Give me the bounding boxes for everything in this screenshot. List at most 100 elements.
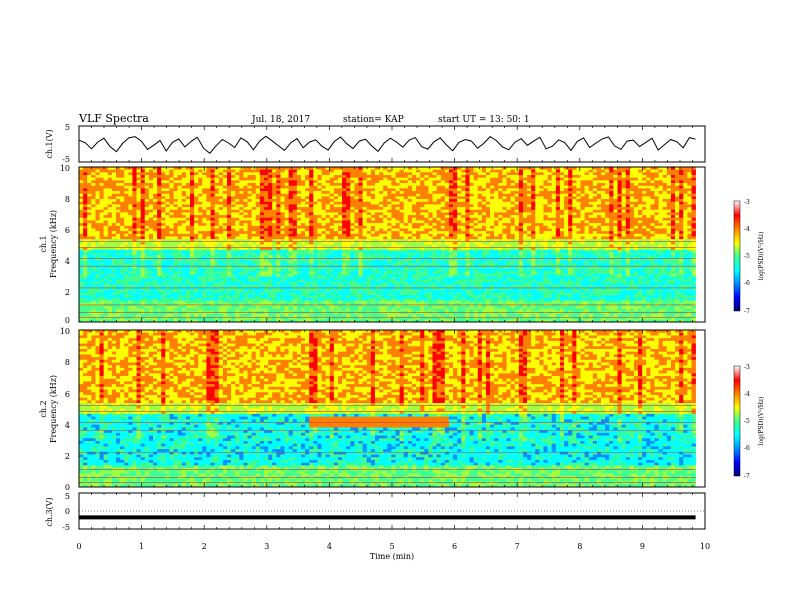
spectrogram-cell xyxy=(350,207,355,211)
spectrogram-cell xyxy=(140,284,146,288)
spectrogram-cell xyxy=(403,204,409,208)
spectrogram-cell xyxy=(214,289,220,293)
spectrogram-cell xyxy=(95,252,100,256)
spectrogram-cell xyxy=(152,316,158,320)
spectrogram-cell xyxy=(309,188,314,192)
spectrogram-cell xyxy=(95,207,100,211)
spectrogram-cell xyxy=(140,223,146,227)
spectrogram-cell xyxy=(276,175,281,178)
spectrogram-cell xyxy=(284,204,289,208)
spectrogram-cell xyxy=(354,239,359,243)
spectrogram-cell xyxy=(132,308,137,312)
spectrogram-cell xyxy=(325,201,331,205)
spectrogram-cell xyxy=(300,167,306,170)
spectrogram-cell xyxy=(226,185,232,189)
spectrogram-cell xyxy=(370,185,376,189)
spectrogram-cell xyxy=(346,199,351,203)
spectrogram-cell xyxy=(259,316,265,320)
spectrogram-cell xyxy=(107,191,113,195)
spectrogram-cell xyxy=(124,199,129,203)
spectrogram-cell xyxy=(296,188,302,192)
spectrogram-cell xyxy=(391,201,396,205)
spectrogram-cell xyxy=(350,236,355,240)
spectrogram-cell xyxy=(411,167,417,170)
spectrogram-cell xyxy=(235,220,240,224)
spectrogram-cell xyxy=(263,319,269,323)
spectrogram-cell xyxy=(366,313,372,317)
spectrogram-cell xyxy=(116,239,121,243)
spectrogram-cell xyxy=(231,271,236,275)
spectrogram-cell xyxy=(403,252,409,256)
spectrogram-cell xyxy=(325,215,331,219)
spectrogram-cell xyxy=(370,268,376,272)
spectrogram-cell xyxy=(185,204,191,208)
spectrogram-cell xyxy=(111,191,117,195)
spectrogram-cell xyxy=(296,233,302,237)
spectrogram-cell xyxy=(95,225,100,229)
spectrogram-cell xyxy=(263,268,269,272)
spectrogram-cell xyxy=(206,292,211,296)
spectrogram-cell xyxy=(99,239,104,243)
spectrogram-cell xyxy=(214,209,220,213)
spectrogram-cell xyxy=(346,297,351,301)
spectrogram-cell xyxy=(235,193,240,197)
spectrogram-cell xyxy=(194,281,199,285)
spectrogram-cell xyxy=(103,215,109,219)
spectrogram-cell xyxy=(387,204,392,208)
spectrogram-cell xyxy=(235,180,240,184)
spectrogram-cell xyxy=(128,215,133,219)
spectrogram-cell xyxy=(210,292,215,296)
spectrogram-cell xyxy=(416,185,421,189)
spectrogram-cell xyxy=(358,276,363,280)
spectrogram-cell xyxy=(399,276,405,280)
spectrogram-cell xyxy=(235,252,240,256)
spectrogram-cell xyxy=(342,196,347,200)
spectrogram-cell xyxy=(87,295,92,299)
spectrogram-cell xyxy=(317,316,322,320)
spectrogram-cell xyxy=(411,172,417,176)
spectrogram-cell xyxy=(370,276,376,280)
spectrogram-cell xyxy=(251,196,257,200)
spectrogram-cell xyxy=(296,265,302,269)
spectrogram-cell xyxy=(288,212,294,216)
spectrogram-cell xyxy=(218,247,224,251)
spectrogram-cell xyxy=(185,239,191,243)
spectrogram-cell xyxy=(424,289,429,293)
spectrogram-cell xyxy=(350,281,355,285)
spectrogram-cell xyxy=(407,284,413,288)
spectrogram-cell xyxy=(243,260,248,264)
spectrogram-cell xyxy=(424,300,429,304)
spectrogram-cell xyxy=(83,175,88,178)
spectrogram-cell xyxy=(226,191,232,195)
spectrogram-cell xyxy=(206,281,211,285)
spectrogram-cell xyxy=(148,268,154,272)
spectrogram-cell xyxy=(247,279,252,283)
spectrogram-cell xyxy=(358,175,363,178)
spectrogram-cell xyxy=(407,236,413,240)
spectrogram-cell xyxy=(333,247,339,251)
spectrogram-cell xyxy=(136,201,141,205)
spectrogram-cell xyxy=(243,319,248,323)
spectrogram-cell xyxy=(309,313,314,317)
spectrogram-cell xyxy=(300,209,306,213)
spectrogram-cell xyxy=(128,204,133,208)
spectrogram-cell xyxy=(292,313,298,317)
spectrogram-cell xyxy=(198,300,203,304)
spectrogram-cell xyxy=(99,233,104,237)
spectrogram-cell xyxy=(305,228,310,232)
spectrogram-cell xyxy=(317,220,322,224)
spectrogram-cell xyxy=(177,239,183,243)
spectrogram-cell xyxy=(148,217,154,221)
spectrogram-cell xyxy=(116,287,121,291)
spectrogram-cell xyxy=(317,255,322,259)
spectrogram-cell xyxy=(235,236,240,240)
spectrogram-cell xyxy=(428,201,433,205)
spectrogram-cell xyxy=(313,244,318,248)
spectrogram-cell xyxy=(321,241,326,245)
spectrogram-cell xyxy=(342,300,347,304)
spectrogram-cell xyxy=(428,247,433,251)
spectrogram-cell xyxy=(300,244,306,248)
spectrogram-cell xyxy=(387,183,392,186)
spectrogram-cell xyxy=(185,257,191,261)
spectrogram-cell xyxy=(222,257,228,261)
